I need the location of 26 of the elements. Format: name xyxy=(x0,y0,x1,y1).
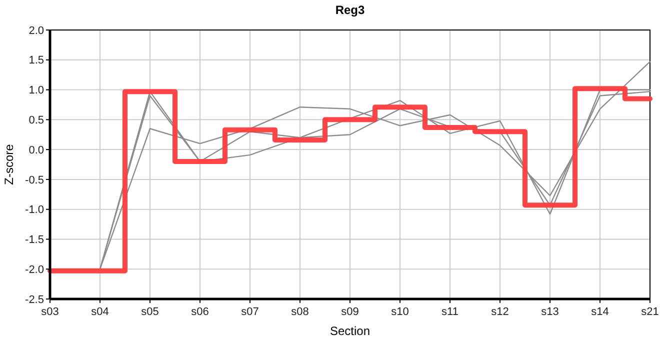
x-tick-label: s21 xyxy=(641,306,659,318)
y-tick-label: 0.0 xyxy=(28,144,44,156)
y-tick-label: -0.5 xyxy=(25,174,44,186)
y-tick-label: 2.0 xyxy=(28,24,44,37)
x-tick-label: s12 xyxy=(491,306,509,318)
y-axis-title: Z-score xyxy=(2,144,16,185)
x-tick-label: s05 xyxy=(141,306,159,318)
x-tick-label: s04 xyxy=(91,306,109,318)
x-tick-label: s07 xyxy=(241,306,259,318)
y-tick-label: 1.0 xyxy=(28,84,44,97)
x-tick-label: s14 xyxy=(591,306,609,318)
chart-title: Reg3 xyxy=(335,3,365,17)
x-tick-label: s13 xyxy=(541,306,559,318)
y-tick-label: 0.5 xyxy=(28,114,44,127)
y-tick-label: 1.5 xyxy=(28,54,44,67)
y-tick-label: -1.5 xyxy=(25,234,44,246)
x-axis-title: Section xyxy=(330,324,370,338)
x-tick-label: s11 xyxy=(442,306,458,318)
x-tick-label: s08 xyxy=(291,306,309,318)
x-tick-label: s06 xyxy=(191,306,209,318)
x-tick-label: s09 xyxy=(341,306,359,318)
y-tick-label: -2.0 xyxy=(25,264,44,276)
y-tick-label: -2.5 xyxy=(25,294,44,306)
x-tick-label: s03 xyxy=(41,306,59,318)
x-tick-label: s10 xyxy=(391,306,409,318)
y-tick-label: -1.0 xyxy=(25,204,44,216)
